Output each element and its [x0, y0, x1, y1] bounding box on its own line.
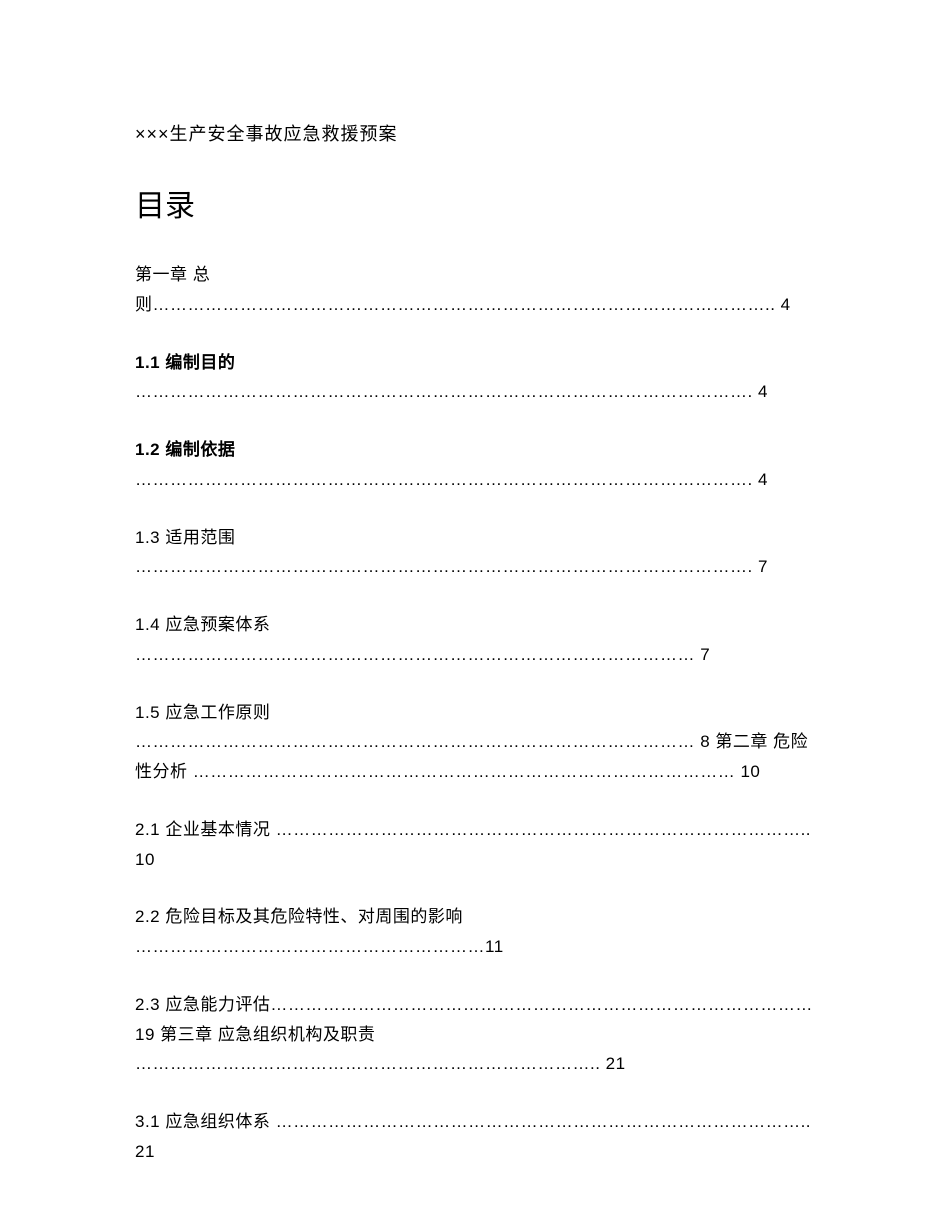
toc-entry-leader: ……………………………………………………………………………………………. 4: [135, 382, 768, 401]
toc-entry: 1.2 编制依据 ……………………………………………………………………………………: [135, 435, 815, 495]
toc-entry: 1.3 适用范围 ……………………………………………………………………………………: [135, 523, 815, 583]
toc-entry: 1.5 应急工作原则 ………………………………………………………………………………: [135, 698, 815, 787]
toc-entry: 第一章 总则……………………………………………………………………………………………: [135, 260, 815, 320]
toc-entry: 2.3 应急能力评估…………………………………………………………………………………: [135, 990, 815, 1079]
toc-entry: 1.4 应急预案体系 ………………………………………………………………………………: [135, 610, 815, 670]
toc-entry: 1.1 编制目的 ……………………………………………………………………………………: [135, 348, 815, 408]
toc-heading: 目录: [135, 181, 815, 225]
toc-entry-leader: ……………………………………………………………………………………………. 4: [135, 470, 768, 489]
toc-entry: 2.2 危险目标及其危险特性、对周围的影响 …………………………………………………: [135, 902, 815, 962]
toc-entry: 2.1 企业基本情况 ………………………………………………………………………………: [135, 815, 815, 875]
toc-entry-label: 1.1 编制目的: [135, 353, 235, 372]
toc-entry: 3.1 应急组织体系 ………………………………………………………………………………: [135, 1107, 815, 1167]
toc-entry-label: 1.2 编制依据: [135, 440, 235, 459]
document-header-title: ×××生产安全事故应急救援预案: [135, 120, 815, 146]
toc-container: 第一章 总则……………………………………………………………………………………………: [135, 260, 815, 1167]
